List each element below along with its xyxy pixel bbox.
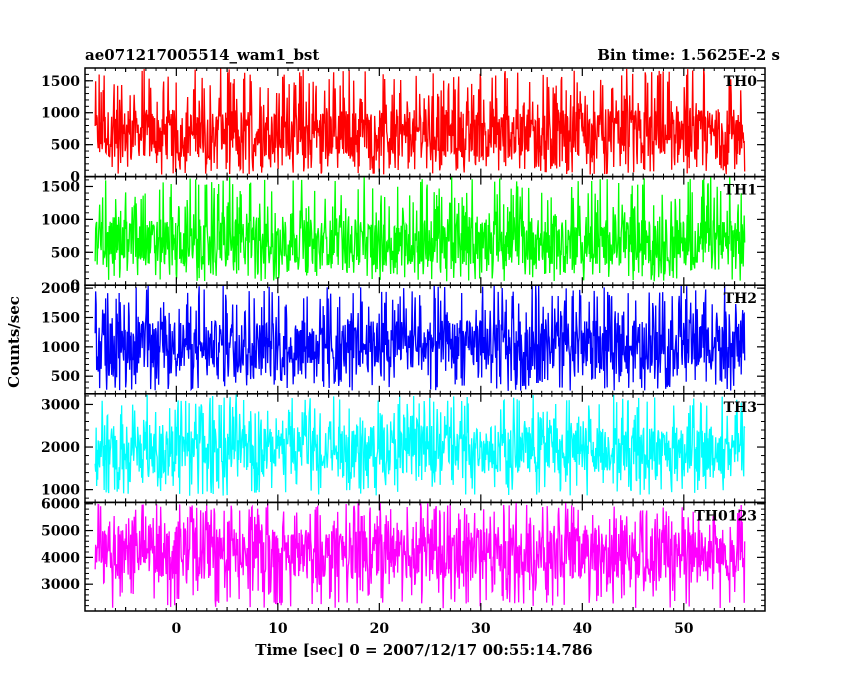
- x-tick-label: 10: [268, 621, 288, 637]
- panels: 0 500 1000 1500 TH0 0 500 1000 1500 TH1 500 1000 150…: [41, 67, 766, 612]
- panel-label-th2: TH2: [724, 291, 757, 307]
- y-tick-label: 1500: [41, 179, 80, 195]
- x-tick-label: 30: [471, 621, 491, 637]
- x-tick-label: 20: [370, 621, 390, 637]
- x-tick-label: 0: [171, 621, 181, 637]
- y-tick-label: 1000: [41, 106, 80, 122]
- y-tick-label: 4000: [41, 550, 80, 566]
- panel-th0123: 3000 4000 5000 6000 TH0123: [41, 497, 766, 612]
- y-tick-label: 3000: [41, 577, 80, 593]
- y-tick-label: 2000: [41, 440, 80, 456]
- bin-time-label: Bin time: 1.5625E-2 s: [597, 46, 780, 64]
- chart-title: ae071217005514_wam1_bst: [85, 46, 319, 64]
- panel-th1: 0 500 1000 1500 TH1: [41, 175, 766, 294]
- y-tick-label: 3000: [41, 397, 80, 413]
- y-tick-label: 500: [51, 369, 80, 385]
- y-tick-label: 1000: [41, 212, 80, 228]
- x-tick-label: 50: [674, 621, 694, 637]
- y-tick-label: 6000: [41, 497, 80, 513]
- panel-label-th0123: TH0123: [694, 508, 757, 524]
- series-line-th3: [94, 394, 746, 496]
- y-tick-label: 0: [70, 170, 80, 186]
- series-line-th0123: [94, 500, 746, 609]
- panel-th2: 500 1000 1500 2000 TH2: [41, 281, 766, 395]
- panel-frame: [84, 501, 766, 612]
- series-line-th2: [94, 285, 746, 392]
- y-tick-label: 0: [70, 278, 80, 294]
- y-tick-label: 1000: [41, 483, 80, 499]
- x-axis: 0 10 20 30 40 50: [171, 621, 693, 637]
- y-tick-label: 2000: [41, 281, 80, 297]
- y-tick-label: 500: [51, 138, 80, 154]
- series-line-th1: [94, 176, 746, 282]
- panel-label-th3: TH3: [724, 400, 757, 416]
- y-axis-title: Counts/sec: [5, 296, 23, 388]
- panel-th0: 0 500 1000 1500 TH0: [41, 67, 766, 186]
- series-line-th0: [94, 67, 746, 175]
- x-tick-label: 40: [573, 621, 593, 637]
- y-tick-label: 5000: [41, 524, 80, 540]
- panel-label-th1: TH1: [724, 183, 757, 199]
- panel-label-th0: TH0: [724, 74, 758, 90]
- panel-th3: 1000 2000 3000 TH3: [41, 393, 766, 504]
- y-tick-label: 1000: [41, 340, 80, 356]
- y-tick-label: 500: [51, 245, 80, 261]
- x-axis-title: Time [sec] 0 = 2007/12/17 00:55:14.786: [255, 641, 592, 659]
- y-tick-label: 1500: [41, 74, 80, 90]
- y-tick-label: 1500: [41, 310, 80, 326]
